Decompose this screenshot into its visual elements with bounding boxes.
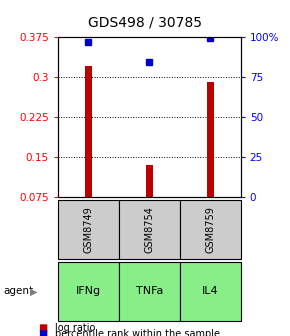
Text: GSM8754: GSM8754 (144, 206, 154, 253)
Text: ■: ■ (38, 329, 47, 336)
Text: ■: ■ (38, 323, 47, 333)
Text: ▶: ▶ (30, 287, 37, 296)
Bar (206, 82, 214, 197)
Text: percentile rank within the sample: percentile rank within the sample (55, 329, 220, 336)
Text: IFNg: IFNg (76, 287, 101, 296)
Bar (85, 66, 92, 197)
Text: GSM8759: GSM8759 (205, 206, 215, 253)
Text: log ratio: log ratio (55, 323, 95, 333)
Text: agent: agent (3, 287, 33, 296)
Text: GDS498 / 30785: GDS498 / 30785 (88, 15, 202, 29)
Bar (146, 165, 153, 197)
Text: GSM8749: GSM8749 (84, 206, 93, 253)
Text: TNFa: TNFa (136, 287, 163, 296)
Text: IL4: IL4 (202, 287, 219, 296)
